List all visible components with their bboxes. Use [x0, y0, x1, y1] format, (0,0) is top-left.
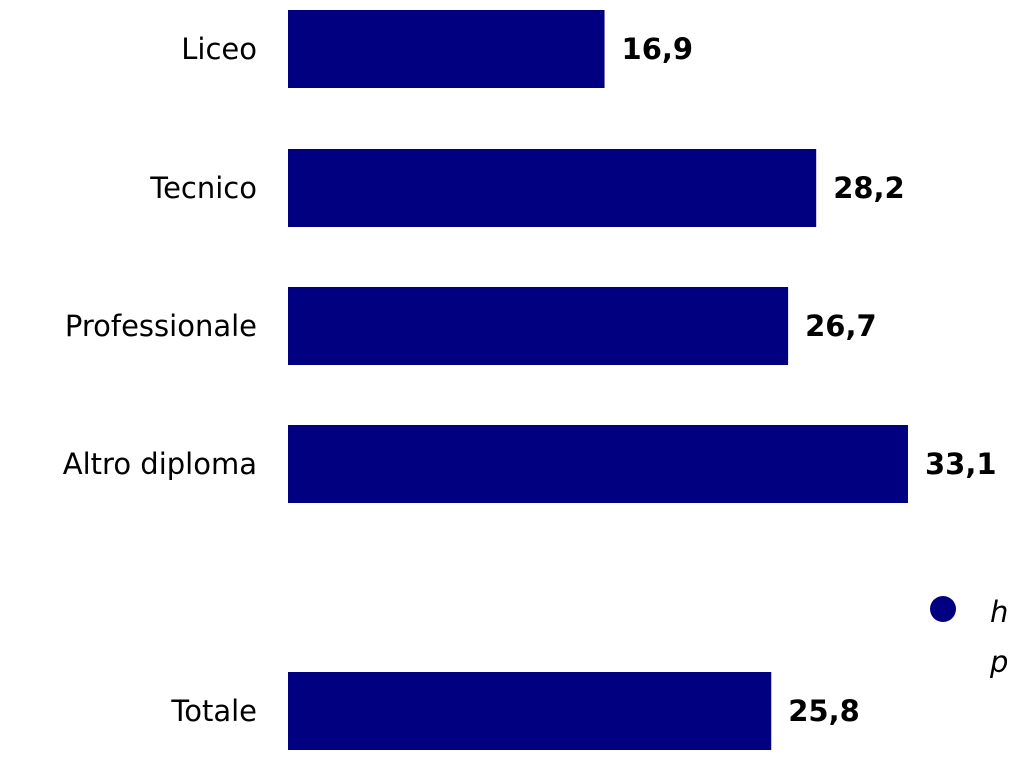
value-label: 28,2: [833, 171, 905, 205]
category-label: Liceo: [181, 32, 257, 66]
bar: [288, 672, 772, 750]
value-label: 25,8: [788, 694, 860, 728]
bar: [288, 287, 789, 365]
value-label: 33,1: [925, 447, 997, 481]
value-label: 26,7: [805, 309, 877, 343]
bar: [288, 10, 605, 88]
category-label: Tecnico: [149, 171, 257, 205]
annotation: h: [990, 595, 1008, 629]
category-label: Totale: [170, 694, 257, 728]
bullet: [930, 596, 956, 622]
value-label: 16,9: [622, 32, 694, 66]
category-label: Altro diploma: [63, 447, 257, 481]
bar: [288, 425, 908, 503]
annotation: p: [989, 645, 1008, 679]
category-label: Professionale: [65, 309, 257, 343]
bar: [288, 149, 817, 227]
